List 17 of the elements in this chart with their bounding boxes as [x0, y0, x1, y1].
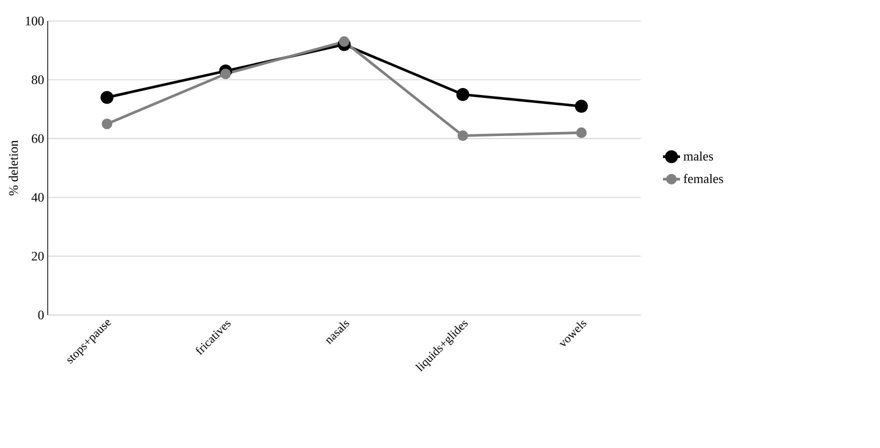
point	[458, 130, 468, 141]
point	[576, 127, 587, 138]
point	[574, 100, 588, 113]
y-tick-label: 0	[38, 310, 44, 320]
point	[102, 118, 112, 130]
y-tick-label: 40	[31, 193, 44, 202]
point	[100, 90, 114, 104]
y-tick-label: 20	[32, 252, 44, 261]
point	[338, 36, 350, 47]
point	[220, 68, 231, 80]
y-tick-label: 100	[26, 16, 44, 26]
y-axis-title: % deletion	[8, 140, 18, 196]
y-tick-label: 60	[32, 134, 44, 143]
legend-label: females	[684, 174, 724, 184]
point	[456, 88, 470, 101]
legend-label: males	[684, 151, 714, 161]
y-tick-label: 80	[32, 75, 44, 84]
